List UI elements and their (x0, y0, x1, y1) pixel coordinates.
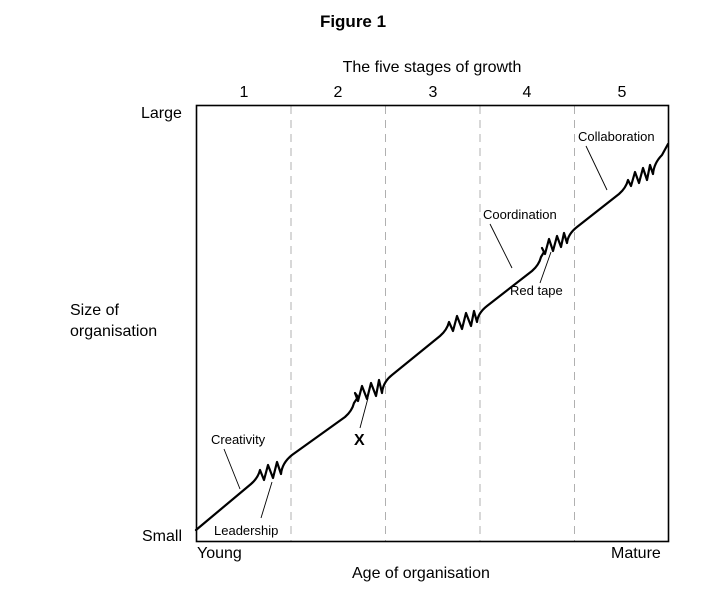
coordination-leader (489, 223, 513, 269)
x-leader (359, 397, 369, 429)
x-axis-right-label: Mature (611, 545, 661, 562)
stages-title: The five stages of growth (342, 59, 522, 76)
callout-coordination: Coordination (483, 207, 557, 222)
callout-collaboration: Collaboration (578, 129, 655, 144)
stage-label-1: 1 (239, 84, 249, 101)
y-axis-bottom-label: Small (142, 528, 183, 545)
plot-frame (195, 104, 670, 543)
stage-label-3: 3 (428, 84, 438, 101)
stage-dividers (290, 106, 575, 541)
leadership-leader (260, 481, 273, 519)
callout-creativity: Creativity (211, 432, 266, 447)
y-axis-label-line2: organisation (70, 323, 158, 340)
stage-label-5: 5 (617, 84, 627, 101)
collaboration-leader (585, 145, 608, 191)
y-axis-top-label: Large (141, 105, 182, 122)
y-axis-label-line1: Size of (70, 302, 119, 319)
stage-label-4: 4 (522, 84, 532, 101)
callout-leadership: Leadership (214, 523, 279, 538)
growth-line (194, 142, 670, 532)
callout-red-tape: Red tape (510, 283, 563, 298)
x-axis-left-label: Young (197, 545, 242, 562)
callout-leaders (223, 145, 608, 519)
x-axis-label: Age of organisation (352, 565, 490, 582)
creativity-leader (223, 448, 241, 490)
callout-x-marker: X (354, 432, 365, 449)
red-tape-leader (539, 251, 552, 284)
figure-title: Figure 1 (319, 12, 387, 31)
stage-label-2: 2 (333, 84, 343, 101)
